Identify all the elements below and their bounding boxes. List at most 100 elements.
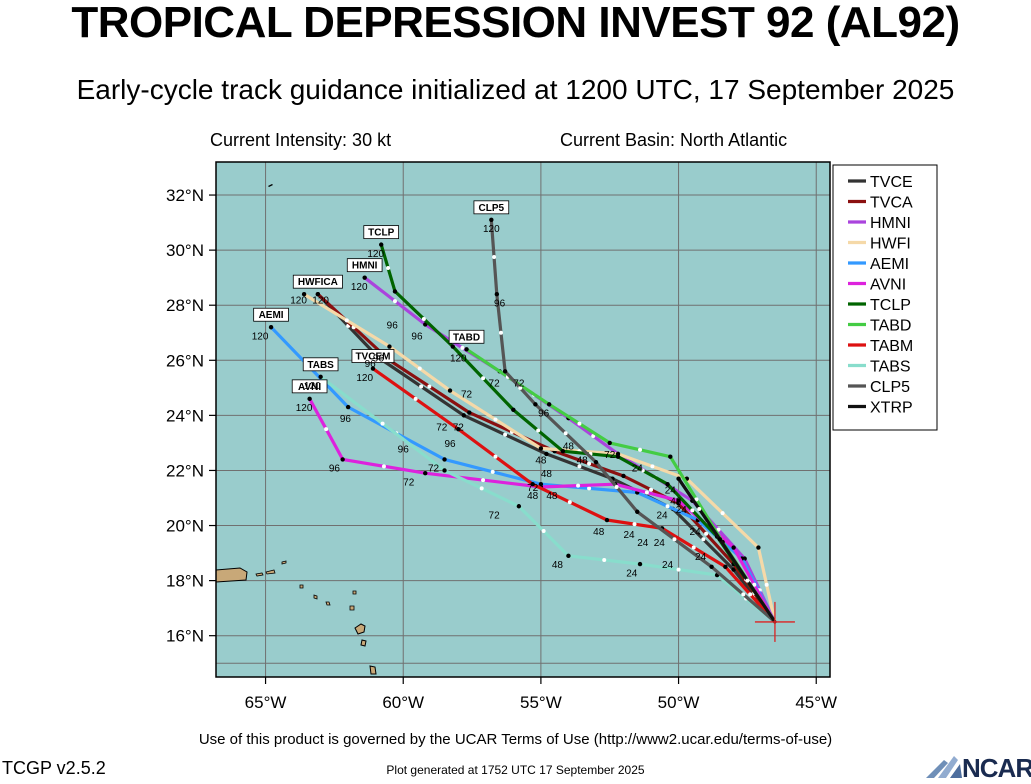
track-point-12h xyxy=(419,384,424,389)
forecast-hour-label: 72 xyxy=(489,511,501,522)
track-point-24h xyxy=(546,402,552,407)
track-point-24h xyxy=(637,561,643,567)
forecast-hour-label: 96 xyxy=(340,414,352,425)
forecast-hour-label: 24 xyxy=(690,527,702,538)
track-point-12h xyxy=(701,537,706,542)
x-tick-label: 55°W xyxy=(520,693,562,712)
track-point-12h xyxy=(492,255,497,260)
bermuda xyxy=(268,184,273,187)
model-label: TABD xyxy=(453,332,480,343)
forecast-hour-label: 72 xyxy=(461,389,473,400)
model-label-box xyxy=(346,258,383,273)
x-tick-label: 45°W xyxy=(795,693,837,712)
legend-label-hwfi: HWFI xyxy=(870,236,911,253)
forecast-hour-label: 96 xyxy=(398,444,410,455)
forecast-hour-label: 96 xyxy=(373,354,385,365)
legend-label-aemi: AEMI xyxy=(870,256,909,273)
legend-label-tabm: TABM xyxy=(870,338,913,355)
legend-label-tclp: TCLP xyxy=(870,297,911,314)
track-point-24h xyxy=(456,426,461,432)
generated-time: Plot generated at 1752 UTC 17 September … xyxy=(386,763,645,777)
track-point-12h xyxy=(567,500,572,505)
track-point-12h xyxy=(381,464,386,469)
track-point-24h xyxy=(461,413,467,418)
track-point-24h xyxy=(566,553,571,559)
virgin-islands xyxy=(255,569,276,577)
track-point-24h xyxy=(362,275,367,280)
y-tick-label: 16°N xyxy=(166,627,204,646)
track-point-24h xyxy=(442,468,447,473)
legend-label-xtrp: XTRP xyxy=(870,400,913,417)
track-point-12h xyxy=(498,330,503,335)
anguilla xyxy=(281,560,287,565)
x-tick-label: 60°W xyxy=(382,693,424,712)
track-point-12h xyxy=(490,469,495,474)
track-point-12h xyxy=(716,527,721,532)
track-point-12h xyxy=(745,578,750,583)
forecast-hour-label: 72 xyxy=(453,422,465,433)
track-labels: CLP5TCLPHMNIHWFICAAEMITABDTVCEMTABSAVNI1… xyxy=(252,200,707,579)
track-point-12h xyxy=(691,545,696,550)
track-point-12h xyxy=(392,299,397,304)
forecast-hour-label: 120 xyxy=(367,249,384,260)
model-label: HMNI xyxy=(352,261,378,272)
track-point-12h xyxy=(741,592,746,597)
track-point-24h xyxy=(511,407,516,413)
track-point-24h xyxy=(450,344,455,349)
map-frame xyxy=(215,161,831,678)
version-label: TCGP v2.5.2 xyxy=(2,758,106,778)
track-point-12h xyxy=(577,421,582,426)
model-label-box xyxy=(473,200,510,215)
track-point-24h xyxy=(340,457,345,462)
model-label-box xyxy=(363,225,400,240)
forecast-hour-label: 120 xyxy=(356,373,373,384)
track-point-24h xyxy=(423,471,428,476)
track-point-24h xyxy=(370,366,376,371)
forecast-hour-label: 24 xyxy=(662,560,674,571)
forecast-hour-label: 24 xyxy=(654,538,666,549)
track-point-12h xyxy=(649,487,654,492)
x-tick-label: 65°W xyxy=(245,693,287,712)
track-point-24h xyxy=(447,388,453,393)
track-map: CLP5TCLPHMNIHWFICAAEMITABDTVCEMTABSAVNI1… xyxy=(166,161,938,712)
track-point-24h xyxy=(315,291,321,297)
model-label: TABS xyxy=(307,360,334,371)
track-point-12h xyxy=(697,507,702,512)
forecast-hour-label: 96 xyxy=(538,409,550,420)
track-point-24h xyxy=(593,459,599,465)
model-label-box xyxy=(253,307,289,322)
forecast-hour-label: 48 xyxy=(535,455,547,466)
forecast-tracks xyxy=(268,217,777,624)
y-tick-label: 30°N xyxy=(166,241,204,260)
track-point-24h xyxy=(467,410,472,415)
track-point-24h xyxy=(544,451,549,457)
chart-subtitle: Early-cycle track guidance initialized a… xyxy=(76,74,955,105)
legend-label-clp5: CLP5 xyxy=(870,379,910,396)
track-point-24h xyxy=(756,545,761,550)
track-point-12h xyxy=(417,366,422,371)
model-label-box xyxy=(292,274,343,289)
forecast-hour-label: 24 xyxy=(656,511,668,522)
forecast-hour-label: 120 xyxy=(450,354,467,365)
track-point-24h xyxy=(607,440,612,446)
forecast-hour-label: 24 xyxy=(676,505,688,516)
track-point-12h xyxy=(421,316,426,321)
model-label: AVNI xyxy=(298,382,321,393)
legend-box xyxy=(832,164,938,431)
y-tick-label: 26°N xyxy=(166,351,204,370)
track-point-12h xyxy=(587,486,592,491)
forecast-hour-label: 72 xyxy=(436,422,448,433)
forecast-hour-label: 96 xyxy=(411,332,423,343)
track-point-12h xyxy=(614,484,619,489)
track-point-12h xyxy=(576,483,581,488)
track-point-24h xyxy=(560,448,566,454)
forecast-hour-label: 96 xyxy=(387,320,399,331)
track-point-24h xyxy=(731,545,736,550)
track-point-12h xyxy=(644,490,649,495)
current-basin: Current Basin: North Atlantic xyxy=(560,130,788,150)
ncar-logo-icon xyxy=(926,756,962,778)
track-point-12h xyxy=(764,582,769,587)
forecast-hour-label: 24 xyxy=(665,486,677,497)
track-point-12h xyxy=(493,454,498,459)
track-point-12h xyxy=(748,592,753,597)
